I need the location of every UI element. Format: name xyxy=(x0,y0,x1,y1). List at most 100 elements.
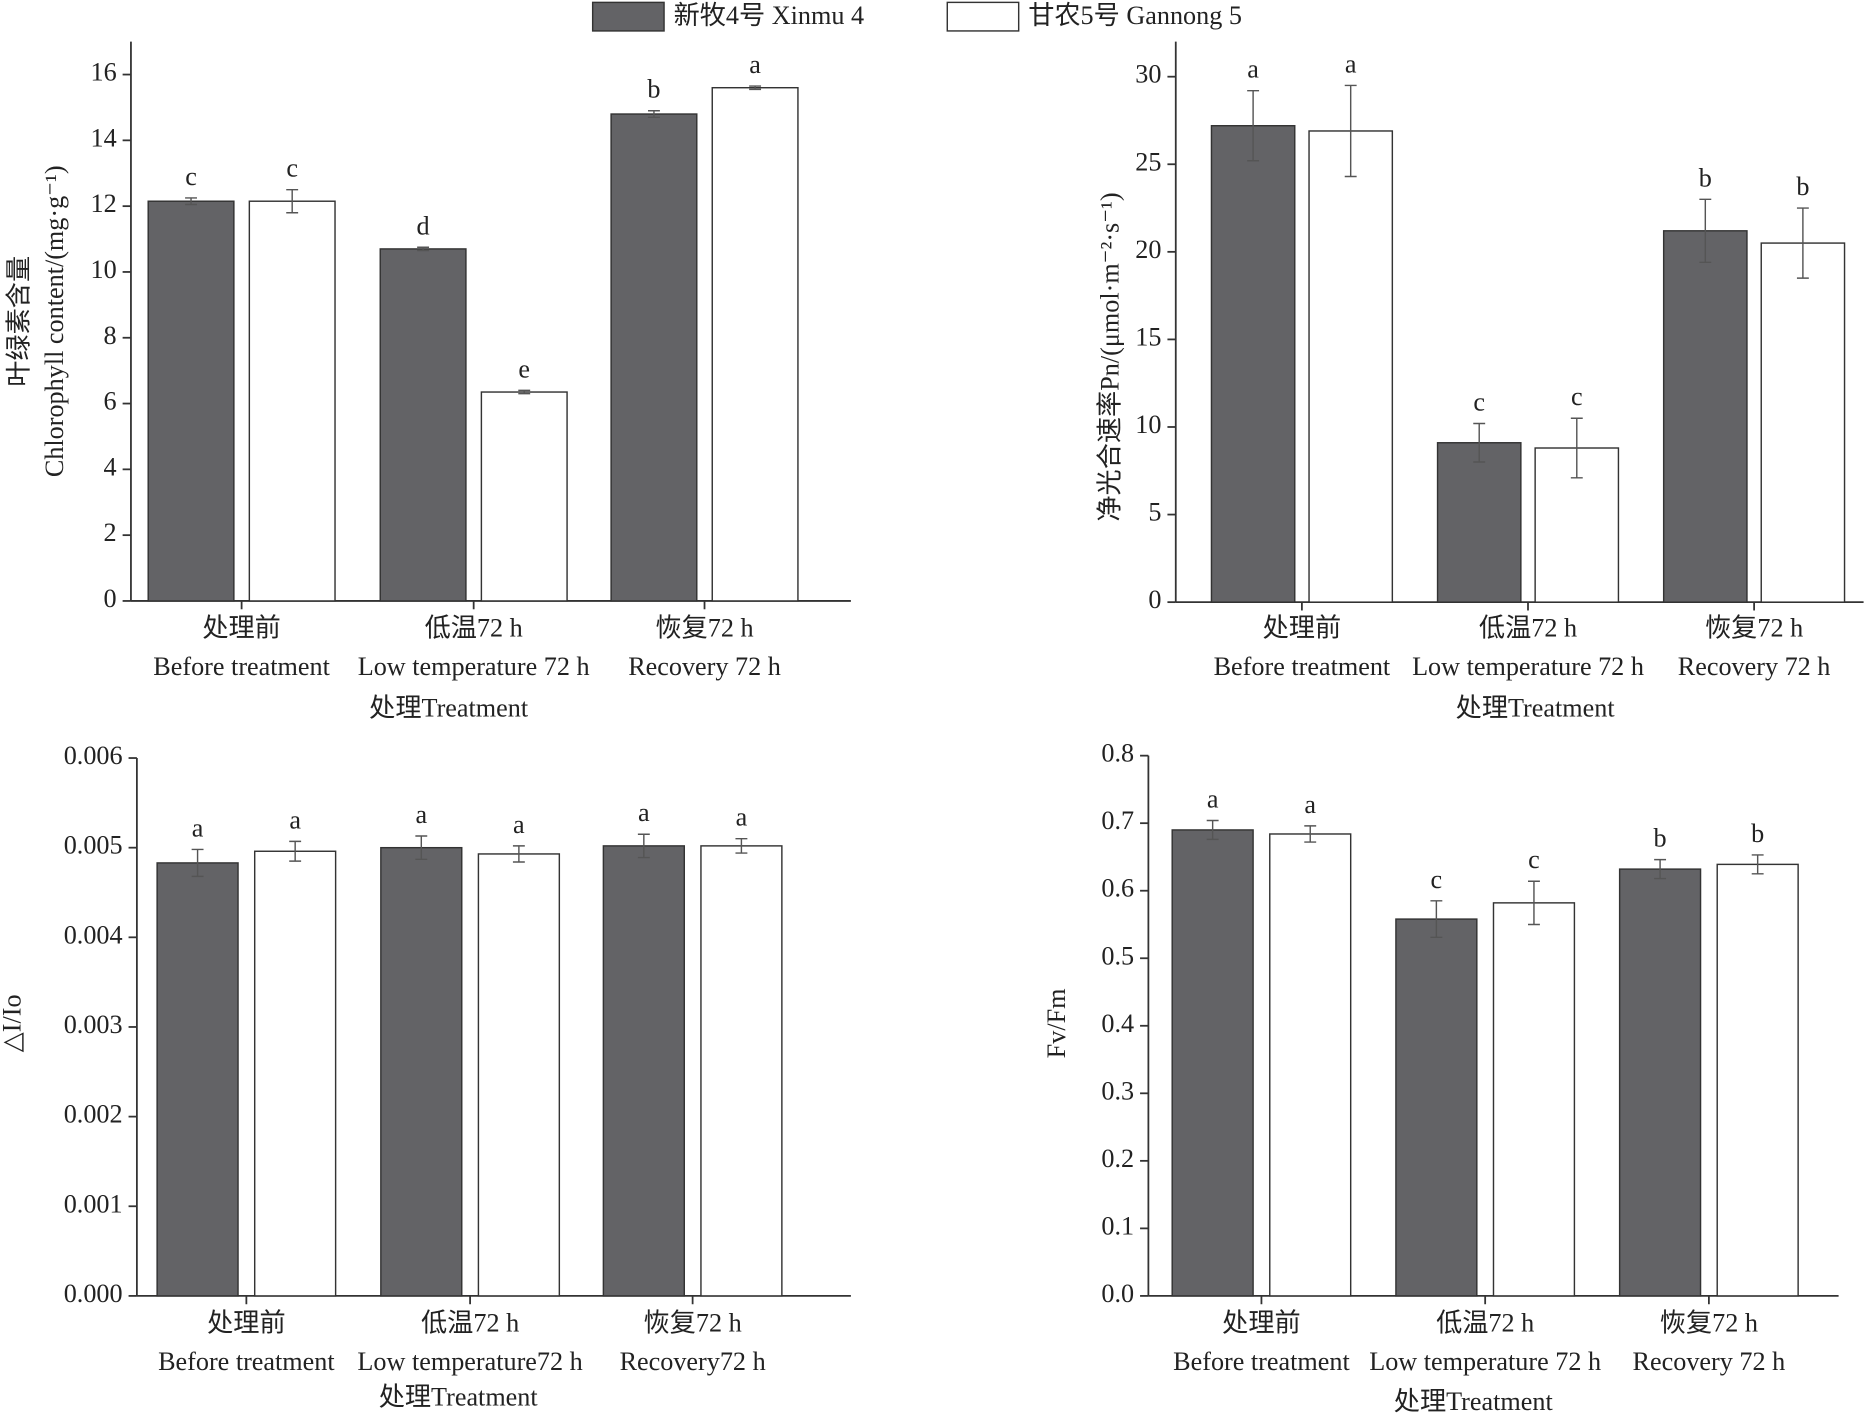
y-tick-label: 0.003 xyxy=(64,1010,123,1039)
significance-letter: a xyxy=(1207,784,1219,813)
error-bar xyxy=(1699,198,1712,264)
y-tick-label: 0.000 xyxy=(64,1279,123,1308)
y-tick-label: 0.2 xyxy=(1101,1144,1134,1173)
bar xyxy=(156,862,239,1297)
bar xyxy=(1171,829,1254,1297)
bar xyxy=(1618,868,1702,1297)
bar xyxy=(248,200,336,602)
bar xyxy=(477,853,561,1297)
y-tick-label: 0.6 xyxy=(1101,874,1134,903)
bar xyxy=(1395,918,1478,1297)
bar xyxy=(610,113,698,602)
y-tick-label: 14 xyxy=(90,123,116,152)
bar xyxy=(1436,442,1522,603)
x-tick-label-en: Low temperature 72 h xyxy=(1412,652,1644,681)
x-tick-label-en: Before treatment xyxy=(1173,1347,1350,1376)
y-tick-label: 0.0 xyxy=(1101,1279,1134,1308)
significance-letter: b xyxy=(647,75,660,104)
y-tick-label: 5 xyxy=(1148,498,1161,527)
bar xyxy=(253,850,337,1297)
bar xyxy=(1716,863,1799,1297)
significance-letter: c xyxy=(1571,382,1583,411)
error-bar xyxy=(185,197,197,206)
bar xyxy=(1760,242,1846,603)
y-axis-label: 叶绿素含量 xyxy=(4,256,33,387)
bar xyxy=(602,845,686,1297)
significance-letter: b xyxy=(1796,172,1809,201)
error-bar xyxy=(1528,880,1540,926)
significance-letter: c xyxy=(185,162,197,191)
y-tick-label: 0.004 xyxy=(64,920,123,949)
significance-letter: a xyxy=(749,50,761,79)
y-tick-label: 0.4 xyxy=(1101,1009,1134,1038)
error-bar xyxy=(518,389,531,395)
error-bar xyxy=(1473,422,1486,463)
x-tick-label: 处理前 xyxy=(202,614,281,643)
significance-letter: a xyxy=(192,813,204,842)
y-tick-label: 0.5 xyxy=(1101,941,1134,970)
x-tick-label-en: Before treatment xyxy=(153,652,330,681)
y-tick-label: 0.002 xyxy=(64,1100,123,1129)
y-tick-label: 16 xyxy=(90,58,116,87)
significance-letter: a xyxy=(1345,49,1357,78)
significance-letter: a xyxy=(736,803,748,832)
bar xyxy=(711,86,799,602)
significance-letter: c xyxy=(286,154,298,183)
y-tick-label: 0 xyxy=(1148,585,1161,614)
x-tick-label-en: Low temperature 72 h xyxy=(1369,1347,1601,1376)
significance-letter: a xyxy=(638,798,650,827)
y-axis-label: 净光合速率Pn/(μmol·m⁻²·s⁻¹) xyxy=(1096,192,1125,521)
y-tick-label: 30 xyxy=(1135,60,1161,89)
y-axis-label: Chlorophyll content/(mg·g⁻¹) xyxy=(40,165,69,477)
y-tick-label: 20 xyxy=(1135,235,1161,264)
error-bar xyxy=(1751,854,1764,875)
error-bar xyxy=(289,840,302,862)
bar xyxy=(1269,833,1352,1297)
significance-letter: c xyxy=(1528,845,1540,874)
significance-letter: a xyxy=(1247,55,1259,84)
error-bar xyxy=(417,246,430,252)
y-tick-label: 0.005 xyxy=(64,831,123,860)
error-bar xyxy=(1570,417,1583,479)
legend-label: 甘农5号 Gannong 5 xyxy=(1028,1,1242,30)
y-tick-label: 0.8 xyxy=(1101,739,1134,768)
y-tick-label: 0.3 xyxy=(1101,1076,1134,1105)
y-tick-label: 0.001 xyxy=(64,1189,123,1218)
error-bar xyxy=(286,188,299,214)
bar xyxy=(1662,230,1748,603)
x-tick-label-en: Low temperature 72 h xyxy=(358,652,590,681)
error-bar xyxy=(191,848,204,878)
x-tick-label-en: Recovery72 h xyxy=(620,1347,766,1376)
y-tick-label: 10 xyxy=(90,255,116,284)
error-bar xyxy=(637,833,650,859)
legend-label: 新牧4号 Xinmu 4 xyxy=(674,1,864,30)
x-tick-label: 恢复72 h xyxy=(1660,1309,1758,1338)
significance-letter: a xyxy=(1304,790,1316,819)
y-tick-label: 0.7 xyxy=(1101,806,1134,835)
x-tick-label: 恢复72 h xyxy=(1705,614,1803,643)
x-tick-label: 低温72 h xyxy=(1436,1309,1534,1338)
significance-letter: b xyxy=(1699,163,1712,192)
x-tick-label: 低温72 h xyxy=(421,1309,519,1338)
y-tick-label: 25 xyxy=(1135,147,1161,176)
y-tick-label: 0.1 xyxy=(1101,1211,1134,1240)
x-tick-label: 处理前 xyxy=(207,1309,286,1338)
significance-letter: e xyxy=(518,354,530,383)
x-axis-label: 处理Treatment xyxy=(369,693,529,722)
legend-swatch xyxy=(591,1,665,32)
x-tick-label: 低温72 h xyxy=(1479,614,1577,643)
y-tick-label: 2 xyxy=(104,518,117,547)
x-tick-label-en: Low temperature72 h xyxy=(357,1347,582,1376)
bar xyxy=(379,248,467,602)
x-axis-label: 处理Treatment xyxy=(1456,693,1616,722)
y-axis-label: Fv/Fm xyxy=(1042,988,1071,1058)
x-tick-label: 恢复72 h xyxy=(655,614,753,643)
y-tick-label: 0.006 xyxy=(64,741,123,770)
y-tick-label: 10 xyxy=(1135,410,1161,439)
bar xyxy=(1492,902,1576,1297)
bar xyxy=(480,391,568,602)
error-bar xyxy=(415,835,428,861)
x-tick-label: 恢复72 h xyxy=(644,1309,742,1338)
significance-letter: a xyxy=(289,805,301,834)
